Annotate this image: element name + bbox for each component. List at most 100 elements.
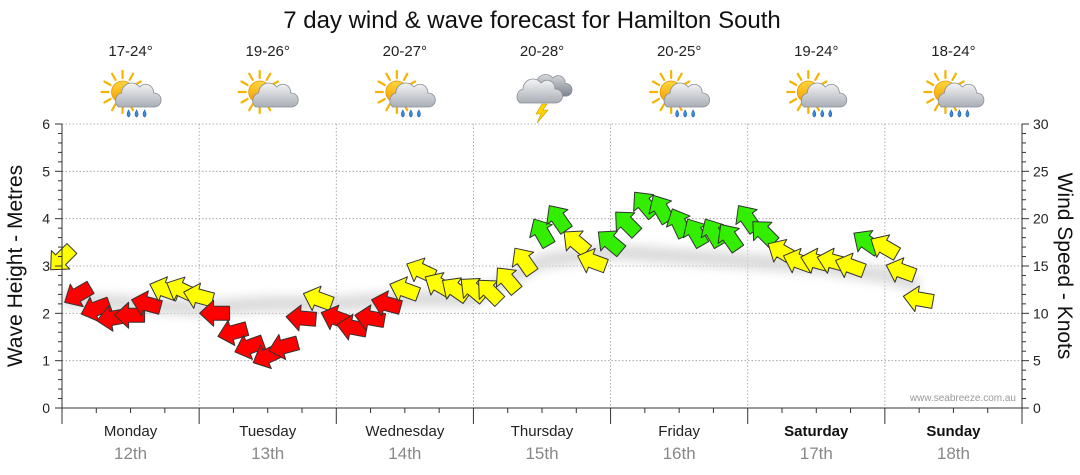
wind-arrow-shape [354, 304, 387, 332]
wind-arrow [478, 279, 506, 307]
rain-drop [409, 109, 413, 118]
sun-ray [265, 72, 272, 81]
wind-arrow-shape [546, 205, 573, 235]
wind-arrow-shape [131, 290, 163, 317]
wind-arrow [870, 234, 902, 261]
sun-ray [248, 103, 254, 112]
weather-partly-cloudy-showers-icon [649, 69, 711, 118]
wind-arrow [563, 230, 593, 258]
rain-drop [691, 109, 695, 118]
date-label: 18th [937, 444, 970, 463]
wind-arrow [615, 211, 643, 239]
left-tick-label: 4 [42, 211, 50, 227]
wind-arrow [199, 299, 231, 327]
wind-arrow-shape [183, 282, 215, 309]
rain-drop [965, 109, 970, 118]
left-axis-title: Wave Height - Metres [4, 165, 27, 367]
wind-arrow [511, 247, 539, 278]
temperature-label: 19-24° [794, 43, 838, 60]
wind-arrow [285, 304, 318, 332]
sun-ray [933, 72, 940, 81]
right-tick-label: 15 [1033, 258, 1049, 274]
sun-ray [103, 80, 112, 87]
sun-ray [659, 72, 666, 81]
cloud-shape [516, 78, 563, 104]
wind-arrow-shape [885, 257, 918, 283]
sun-ray [377, 80, 386, 87]
date-label: 13th [251, 444, 284, 463]
wind-arrow-shape [511, 247, 539, 278]
wind-arrow-shape [902, 285, 935, 313]
rain-drop [401, 109, 405, 118]
weather-partly-cloudy-showers-icon [923, 69, 985, 118]
wind-arrow [597, 230, 627, 258]
wind-arrow [183, 282, 215, 309]
right-axis-title: Wind Speed - Knots [1053, 173, 1076, 360]
wind-arrow [529, 218, 556, 250]
sun-ray [659, 103, 666, 112]
wind-arrow [835, 252, 867, 279]
day-label: Tuesday [239, 423, 296, 440]
sun-ray [926, 97, 935, 104]
wind-arrow-shape [285, 304, 318, 332]
wind-arrow [371, 290, 403, 317]
date-label: 15th [525, 444, 558, 463]
wind-arrow [577, 247, 609, 274]
temperature-label: 20-27° [383, 43, 427, 60]
rain-drop [683, 109, 687, 118]
wind-arrow-shape [80, 296, 113, 323]
wind-arrow-shape [199, 299, 231, 327]
sun-ray [377, 97, 386, 104]
rain-drop [675, 109, 679, 118]
wind-arrow-shape [50, 243, 78, 271]
wave-height-series [62, 243, 920, 317]
day-label: Sunday [926, 423, 981, 440]
sun-ray [128, 72, 135, 81]
sun-ray [951, 72, 958, 81]
wind-arrow [546, 205, 573, 235]
wind-arrow [131, 290, 163, 317]
temperature-label: 17-24° [108, 43, 152, 60]
right-tick-label: 30 [1033, 116, 1049, 132]
sun-ray [788, 97, 798, 104]
wind-arrow-shape [597, 230, 627, 258]
credit-text: www.seabreeze.com.au [909, 393, 1016, 404]
temperature-label: 20-28° [520, 43, 564, 60]
wind-arrow-shape [870, 234, 902, 261]
day-label: Saturday [784, 423, 849, 440]
rain-drop [949, 109, 954, 118]
wind-arrow [234, 334, 266, 360]
weather-thunderstorm-icon [516, 74, 573, 124]
wind-arrow [682, 218, 710, 250]
day-label: Thursday [511, 423, 574, 440]
date-label: 17th [800, 444, 833, 463]
lightning-bolt [535, 103, 549, 124]
wind-arrow-shape [268, 333, 301, 361]
wind-arrow-shape [495, 267, 523, 296]
wind-arrow-shape [717, 223, 745, 254]
sun-ray [651, 97, 661, 104]
left-tick-label: 0 [42, 400, 50, 416]
wind-arrow-shape [563, 230, 593, 258]
wind-arrow [217, 319, 250, 346]
wind-arrow [354, 304, 387, 332]
wind-arrow [50, 243, 78, 271]
wind-arrow [64, 280, 95, 308]
wind-arrow-shape [478, 279, 506, 307]
cloud-shape [663, 82, 711, 108]
rain-drop [126, 109, 131, 118]
temperature-label: 20-25° [657, 43, 701, 60]
wind-arrow-shape [529, 218, 556, 250]
wind-arrow-shape [371, 290, 403, 317]
sun-ray [240, 80, 249, 87]
wind-arrow [495, 267, 523, 296]
wind-arrow-shape [835, 252, 867, 279]
left-tick-label: 1 [42, 353, 50, 369]
wind-arrow-shape [577, 247, 609, 274]
wind-arrow [752, 221, 780, 249]
sun-ray [110, 72, 117, 81]
sun-ray [402, 72, 409, 81]
left-tick-label: 6 [42, 116, 50, 132]
